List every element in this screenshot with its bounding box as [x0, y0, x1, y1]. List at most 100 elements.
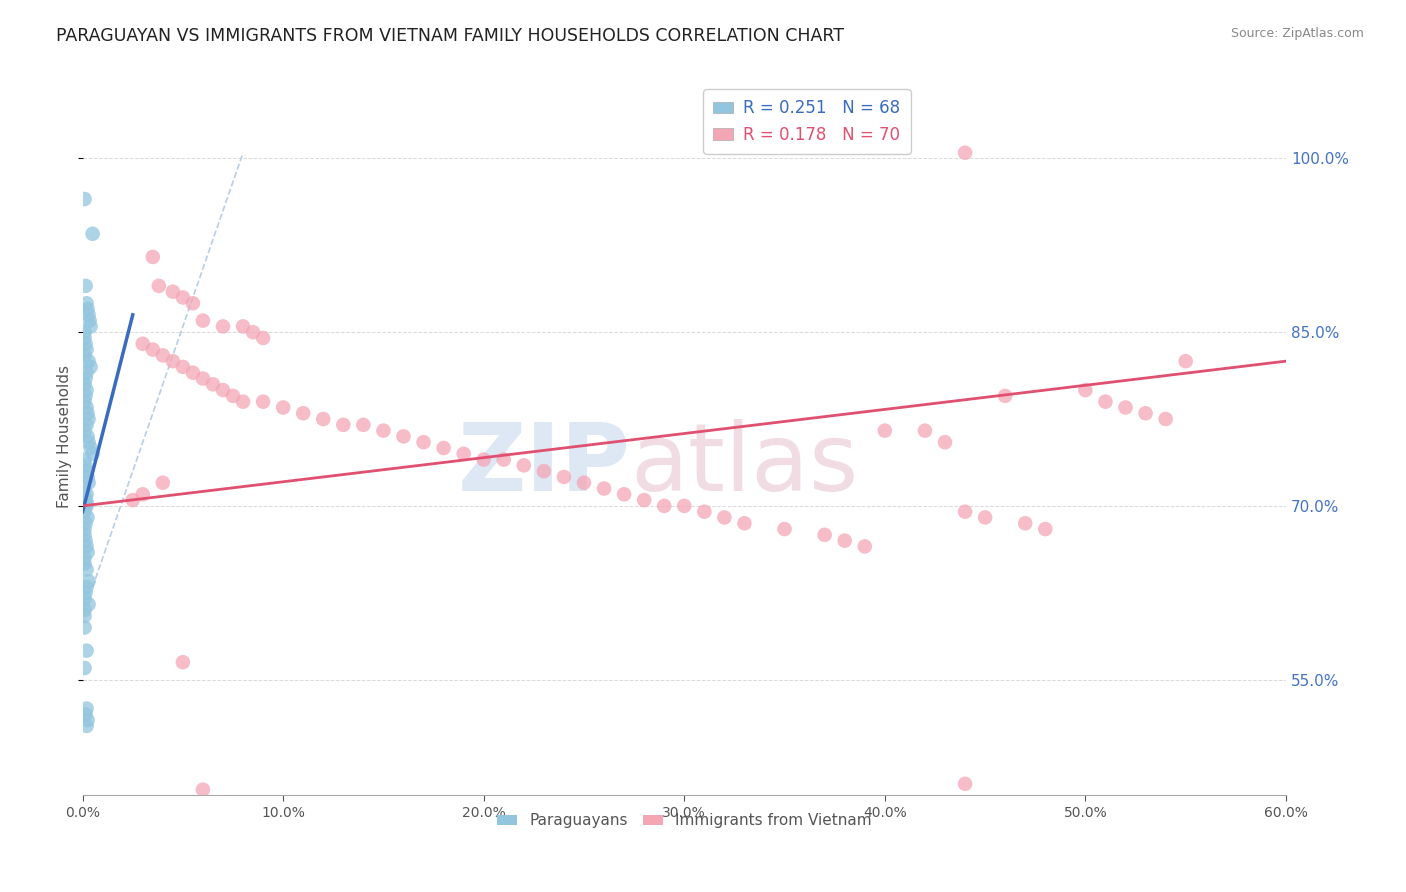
Point [953, 505, 976, 519]
Point [73, 603, 96, 617]
Point [73, 591, 96, 606]
Point [73, 620, 96, 634]
Point [492, 452, 515, 467]
Point [73, 608, 96, 623]
Point [222, 389, 245, 403]
Point [75, 371, 97, 385]
Point [834, 533, 856, 548]
Point [79, 359, 101, 374]
Point [1094, 394, 1116, 409]
Point [77, 308, 100, 322]
Point [76, 343, 98, 357]
Text: ZIP: ZIP [457, 419, 630, 511]
Point [162, 354, 184, 368]
Point [201, 377, 224, 392]
Point [148, 278, 170, 293]
Point [553, 470, 575, 484]
Point [73, 452, 96, 467]
Point [75, 278, 97, 293]
Point [73, 505, 96, 519]
Text: atlas: atlas [630, 419, 859, 511]
Point [77, 475, 100, 490]
Point [472, 452, 495, 467]
Point [77, 412, 100, 426]
Point [75, 499, 97, 513]
Point [373, 424, 395, 438]
Point [75, 533, 97, 548]
Y-axis label: Family Households: Family Households [58, 365, 72, 508]
Point [232, 319, 254, 334]
Point [513, 458, 536, 473]
Point [73, 394, 96, 409]
Point [76, 301, 98, 316]
Point [242, 325, 264, 339]
Point [652, 499, 675, 513]
Point [1115, 401, 1137, 415]
Point [73, 331, 96, 345]
Point [79, 441, 101, 455]
Point [172, 359, 194, 374]
Point [412, 435, 434, 450]
Point [191, 313, 214, 327]
Point [191, 782, 214, 797]
Point [142, 250, 165, 264]
Point [73, 661, 96, 675]
Point [853, 540, 876, 554]
Point [76, 406, 98, 420]
Point [693, 505, 716, 519]
Point [633, 493, 655, 508]
Point [77, 435, 100, 450]
Point [392, 429, 415, 443]
Point [73, 557, 96, 571]
Point [453, 447, 475, 461]
Point [873, 424, 896, 438]
Point [73, 192, 96, 206]
Point [77, 354, 100, 368]
Point [132, 336, 155, 351]
Point [934, 435, 956, 450]
Point [76, 713, 98, 727]
Point [75, 389, 97, 403]
Point [162, 285, 184, 299]
Point [76, 383, 98, 397]
Point [1174, 354, 1197, 368]
Point [533, 464, 555, 478]
Point [73, 424, 96, 438]
Point [132, 487, 155, 501]
Point [76, 499, 98, 513]
Point [974, 510, 997, 524]
Point [76, 296, 98, 310]
Point [1135, 406, 1157, 420]
Point [252, 394, 274, 409]
Point [142, 343, 165, 357]
Point [73, 482, 96, 496]
Point [76, 401, 98, 415]
Point [73, 551, 96, 566]
Point [73, 490, 96, 504]
Point [73, 348, 96, 362]
Point [433, 441, 456, 455]
Point [75, 458, 97, 473]
Point [77, 597, 100, 611]
Point [76, 563, 98, 577]
Point [75, 516, 97, 531]
Point [73, 522, 96, 536]
Point [332, 417, 354, 432]
Point [76, 470, 98, 484]
Point [1014, 516, 1036, 531]
Point [212, 319, 235, 334]
Point [352, 417, 374, 432]
Point [1074, 383, 1097, 397]
Point [76, 701, 98, 715]
Point [814, 528, 837, 542]
Point [121, 493, 143, 508]
Point [172, 655, 194, 669]
Point [73, 325, 96, 339]
Point [181, 296, 204, 310]
Point [76, 366, 98, 380]
Point [82, 447, 104, 461]
Point [271, 401, 294, 415]
Point [613, 487, 636, 501]
Point [82, 227, 104, 241]
Point [673, 499, 696, 513]
